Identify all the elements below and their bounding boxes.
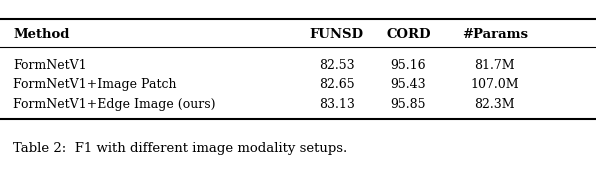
Text: Table 2:  F1 with different image modality setups.: Table 2: F1 with different image modalit… <box>13 142 347 155</box>
Text: 81.7M: 81.7M <box>474 59 515 72</box>
Text: Method: Method <box>13 28 70 41</box>
Text: FormNetV1+Edge Image (ours): FormNetV1+Edge Image (ours) <box>13 98 216 111</box>
Text: 83.13: 83.13 <box>319 98 355 111</box>
Text: FUNSD: FUNSD <box>310 28 364 41</box>
Text: FormNetV1: FormNetV1 <box>13 59 87 72</box>
Text: FormNetV1+Image Patch: FormNetV1+Image Patch <box>13 78 176 91</box>
Text: CORD: CORD <box>386 28 430 41</box>
Text: 95.16: 95.16 <box>390 59 426 72</box>
Text: 82.53: 82.53 <box>319 59 355 72</box>
Text: 82.65: 82.65 <box>319 78 355 91</box>
Text: #Params: #Params <box>462 28 527 41</box>
Text: 82.3M: 82.3M <box>474 98 515 111</box>
Text: 95.85: 95.85 <box>390 98 426 111</box>
Text: 95.43: 95.43 <box>390 78 426 91</box>
Text: 107.0M: 107.0M <box>470 78 519 91</box>
